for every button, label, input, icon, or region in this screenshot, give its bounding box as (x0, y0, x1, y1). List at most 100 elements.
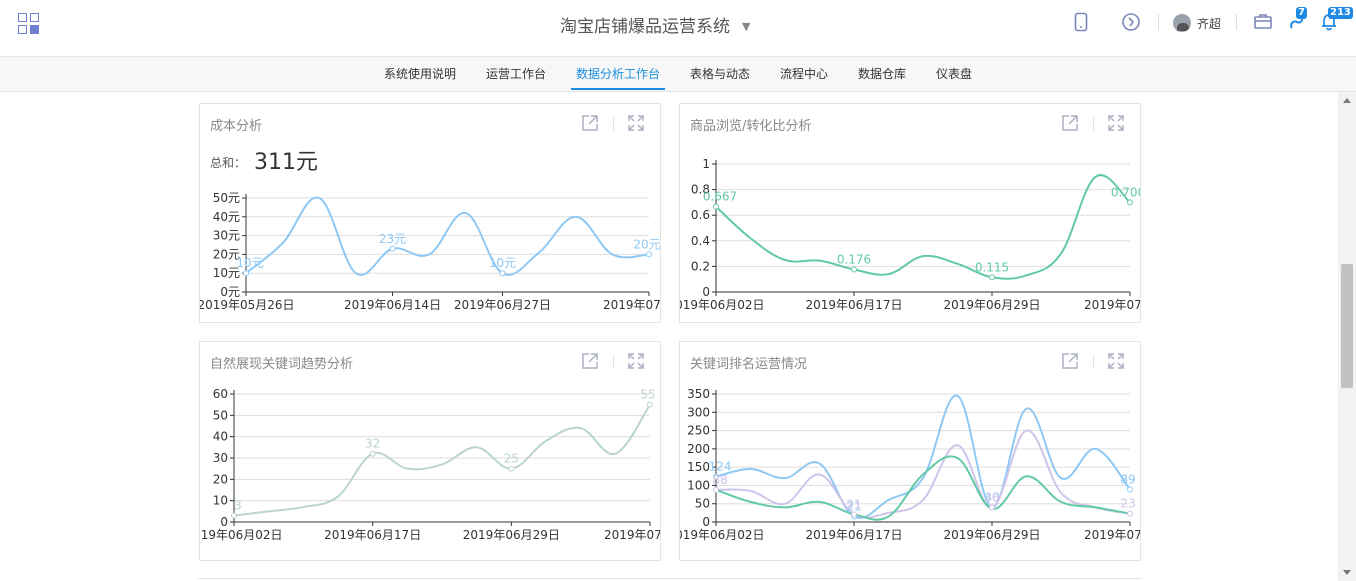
panel-title: 商品浏览/转化比分析 (690, 119, 812, 134)
data-label: 88 (712, 473, 727, 487)
scroll-up-icon[interactable] (1343, 98, 1351, 103)
y-tick-label: 40元 (213, 210, 240, 224)
bell-icon[interactable]: 213 (1318, 7, 1353, 34)
divider (613, 117, 614, 131)
cost-analysis-panel: 成本分析 总和： 311元 0元 10元 20元 30元 40元 50元 2019年05月26… (199, 103, 661, 323)
y-tick-label: 30元 (213, 229, 240, 243)
data-point (713, 486, 719, 493)
keyword-trend-panel: 自然展现关键词趋势分析 0 10 20 30 40 50 60 2019年06月02日 2019… (199, 341, 661, 561)
data-label: 25 (504, 452, 519, 466)
x-tick-label: 2019年07月2 (1084, 528, 1140, 542)
y-tick-label: 40 (213, 430, 228, 444)
data-point (1127, 510, 1133, 517)
data-label: 36 (984, 490, 999, 504)
tab-system-guide[interactable]: 系统使用说明 (384, 67, 457, 81)
x-tick-label: 2019年06月29日 (463, 528, 560, 542)
x-tick-label: 2019年06月29日 (943, 298, 1040, 312)
keyword-rank-line-chart: 0 50 100 150 200 250 300 350 2019年06月02日 2019年06月… (680, 387, 1140, 542)
open-external-icon[interactable] (1061, 114, 1079, 132)
data-label: 3 (234, 499, 242, 513)
data-point (713, 473, 719, 480)
data-label: 32 (365, 437, 380, 451)
data-label: 0.176 (837, 252, 871, 266)
open-external-icon[interactable] (1061, 352, 1079, 370)
x-tick-label: 2019年06月02日 (200, 528, 283, 542)
tab-ops-workbench[interactable]: 运营工作台 (486, 67, 547, 81)
x-tick-label: 2019年06月17日 (805, 298, 902, 312)
avatar (1173, 14, 1191, 32)
fullscreen-icon[interactable] (627, 352, 645, 370)
fullscreen-icon[interactable] (1107, 352, 1125, 370)
data-point (713, 203, 719, 210)
tab-data-analysis[interactable]: 数据分析工作台 (571, 57, 666, 90)
app-grid-icon[interactable] (18, 13, 40, 35)
data-label: 20元 (633, 237, 660, 251)
y-tick-label: 20 (213, 472, 228, 486)
notifications-badge: 213 (1328, 7, 1353, 19)
conversion-analysis-panel: 商品浏览/转化比分析 0 0.2 0.4 0.6 0.8 1 2019年06月02日 2019… (679, 103, 1141, 323)
series-line (715, 394, 1131, 519)
y-tick-label: 100 (687, 478, 710, 492)
x-tick-label: 2019年06月17日 (805, 528, 902, 542)
divider (1093, 355, 1094, 369)
tab-tables-dynamics[interactable]: 表格与动态 (690, 67, 751, 81)
username: 齐超 (1197, 16, 1222, 31)
data-point (389, 245, 396, 252)
data-label: 124 (709, 460, 732, 474)
user-menu[interactable]: 齐超 (1173, 12, 1221, 34)
data-point (851, 266, 857, 273)
x-tick-label: 2019年05月26日 (200, 298, 295, 312)
y-tick-label: 10元 (213, 266, 240, 280)
y-tick-label: 0 (702, 515, 710, 529)
app-title: 淘宝店铺爆品运营系统 (560, 17, 730, 37)
fullscreen-icon[interactable] (627, 114, 645, 132)
data-label: 89 (1120, 472, 1135, 486)
data-point (851, 511, 857, 518)
vertical-scrollbar[interactable] (1338, 92, 1356, 581)
data-label: 23 (1120, 497, 1135, 511)
data-point (989, 504, 995, 511)
data-point (243, 270, 249, 277)
tab-dashboard[interactable]: 仪表盘 (936, 67, 973, 81)
data-label: 0.667 (703, 190, 737, 204)
series-line (715, 429, 1131, 519)
tasks-badge: 7 (1296, 7, 1307, 19)
briefcase-icon[interactable] (1252, 12, 1274, 34)
y-tick-label: 60 (213, 387, 228, 401)
y-tick-label: 0.2 (691, 259, 710, 273)
tasks-icon[interactable]: 7 (1286, 7, 1308, 34)
x-tick-label: 2019年06月14日 (344, 298, 441, 312)
y-tick-label: 1 (702, 157, 710, 171)
top-bar: 淘宝店铺爆品运营系统 ▼ 齐超 7 213 (0, 0, 1356, 57)
y-tick-label: 300 (687, 405, 710, 419)
y-tick-label: 10 (213, 494, 228, 508)
y-tick-label: 0.8 (691, 183, 710, 197)
scroll-down-icon[interactable] (1343, 570, 1351, 575)
data-point (1127, 486, 1133, 493)
conversion-line-chart: 0 0.2 0.4 0.6 0.8 1 2019年06月02日 2019年06月17日 2019… (680, 157, 1140, 312)
data-label: 21 (846, 497, 861, 511)
y-tick-label: 200 (687, 442, 710, 456)
open-external-icon[interactable] (581, 352, 599, 370)
chevron-down-icon: ▼ (742, 20, 751, 33)
fullscreen-icon[interactable] (1107, 114, 1125, 132)
scrollbar-thumb[interactable] (1341, 264, 1353, 388)
cost-total: 总和： 311元 (210, 144, 318, 176)
series-line (715, 455, 1131, 521)
x-tick-label: 2019年06月02日 (680, 298, 765, 312)
compass-icon[interactable] (1120, 12, 1142, 34)
data-point (508, 465, 515, 472)
panel-title: 成本分析 (210, 119, 263, 134)
total-value: 311元 (254, 150, 319, 175)
x-tick-label: 2019年07月2 (604, 528, 660, 542)
app-title-dropdown[interactable]: 淘宝店铺爆品运营系统 ▼ (560, 12, 810, 37)
open-external-icon[interactable] (581, 114, 599, 132)
mobile-icon[interactable] (1072, 12, 1090, 34)
tab-process-center[interactable]: 流程中心 (780, 67, 829, 81)
tab-data-warehouse[interactable]: 数据仓库 (858, 67, 907, 81)
y-tick-label: 0 (220, 515, 228, 529)
y-tick-label: 250 (687, 424, 710, 438)
x-tick-label: 2019年06月27日 (454, 298, 551, 312)
data-label: 40 (984, 490, 999, 504)
